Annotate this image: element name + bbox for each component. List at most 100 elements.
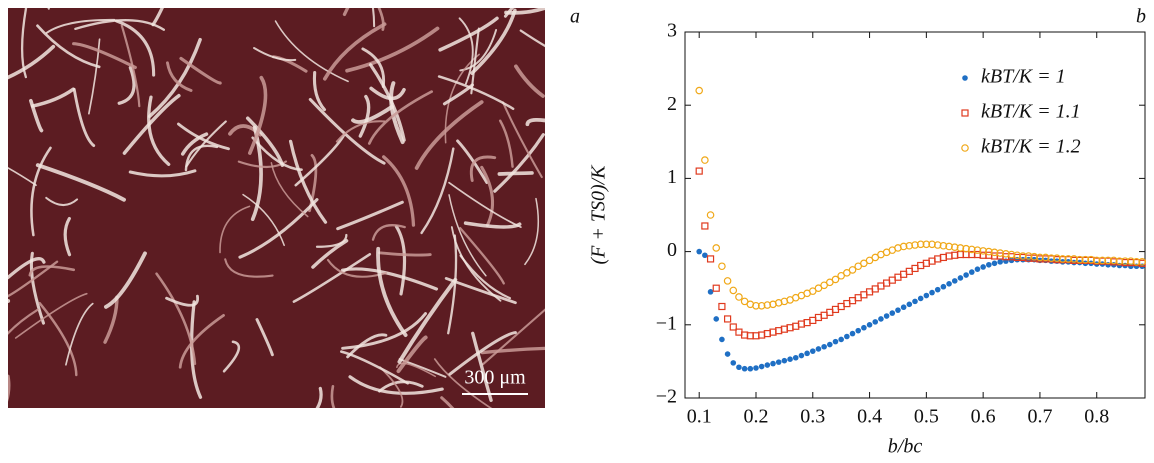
point: [905, 241, 914, 250]
point: [747, 365, 754, 372]
point: [763, 301, 772, 309]
point: [724, 351, 731, 357]
point: [1121, 257, 1129, 265]
point: [929, 289, 935, 296]
point: [968, 269, 975, 275]
stripe: [45, 18, 116, 34]
point: [821, 343, 827, 350]
point: [1127, 257, 1135, 265]
point: [696, 248, 702, 255]
stripe: [72, 42, 137, 70]
stripe: [378, 380, 424, 393]
stripe: [245, 116, 285, 168]
y-axis-label: (F + TS0)/K: [588, 164, 610, 265]
stripe: [238, 198, 319, 259]
stripe: [219, 205, 251, 254]
point: [740, 297, 749, 306]
point: [1008, 257, 1015, 264]
point: [757, 301, 766, 310]
point: [826, 278, 834, 287]
point: [815, 346, 822, 352]
stripe: [358, 94, 371, 138]
point: [979, 247, 987, 255]
point: [854, 262, 863, 271]
point: [1104, 256, 1112, 265]
point: [928, 240, 936, 249]
point: [872, 319, 879, 325]
x-tick-label: 0.4: [857, 406, 882, 428]
y-tick-label: 0: [667, 239, 677, 261]
point: [843, 269, 851, 277]
stripe: [525, 117, 545, 127]
x-tick-label: 0.2: [743, 406, 768, 428]
point: [820, 281, 828, 290]
point: [695, 86, 703, 95]
legend-label: kBT/K = 1.1: [981, 101, 1081, 123]
x-tick-label: 0.8: [1084, 406, 1109, 428]
x-tick-label: 0.7: [1027, 406, 1052, 428]
point: [923, 292, 930, 299]
plot-frame: [684, 31, 1146, 399]
stripe: [117, 66, 136, 105]
point: [997, 259, 1003, 265]
stripe: [165, 294, 199, 307]
point: [1053, 254, 1061, 262]
stripe: [330, 384, 336, 408]
point: [940, 283, 947, 290]
stripe: [308, 97, 386, 165]
stripe: [312, 71, 327, 112]
point: [1041, 253, 1050, 262]
stripe: [36, 24, 101, 69]
stripe: [247, 75, 268, 155]
stripe: [323, 22, 387, 81]
stripe: [396, 362, 437, 378]
stripe: [114, 19, 156, 77]
stripe: [8, 44, 56, 80]
stripe: [35, 163, 126, 202]
point: [1070, 255, 1078, 263]
stripe: [396, 335, 428, 374]
point: [1002, 249, 1010, 258]
point: [718, 262, 726, 271]
x-tick-label: 0.3: [800, 406, 825, 428]
stripe: [438, 16, 499, 52]
stripe: [177, 122, 230, 151]
point: [1013, 251, 1022, 260]
point: [718, 302, 726, 311]
point: [934, 286, 941, 293]
stripe: [14, 292, 88, 339]
y-tick-label: 3: [667, 20, 677, 42]
point: [991, 260, 998, 267]
stripe: [335, 120, 386, 143]
point: [849, 330, 856, 337]
point: [860, 259, 868, 268]
point: [878, 316, 884, 322]
stripe: [351, 104, 394, 124]
point: [730, 360, 737, 366]
point: [723, 315, 732, 323]
stripe: [122, 93, 181, 155]
point: [900, 304, 907, 311]
stripe: [242, 193, 285, 247]
stripe: [253, 47, 297, 62]
point: [706, 255, 715, 263]
panel-label: b: [1136, 6, 1146, 28]
point: [1081, 255, 1090, 264]
stripe: [504, 8, 545, 15]
stripe: [224, 258, 274, 278]
point: [917, 295, 924, 302]
point: [957, 275, 964, 281]
point: [832, 338, 839, 345]
y-tick-label: 1: [667, 166, 677, 188]
stripe: [128, 169, 197, 178]
stripe: [255, 318, 274, 357]
legend-marker: [961, 144, 969, 152]
stripe: [8, 374, 11, 402]
point: [889, 310, 896, 316]
stripe: [311, 239, 349, 269]
stripe: [463, 221, 522, 229]
stripe: [274, 20, 349, 83]
y-tick-label: −1: [656, 312, 677, 334]
point: [838, 336, 844, 343]
